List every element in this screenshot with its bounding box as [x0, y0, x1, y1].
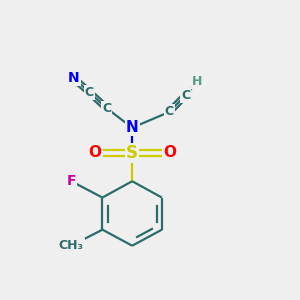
Text: C: C	[181, 88, 190, 101]
Text: N: N	[68, 71, 80, 85]
Text: C: C	[102, 102, 112, 115]
Text: O: O	[88, 146, 101, 160]
Text: C: C	[85, 85, 94, 98]
Text: N: N	[126, 120, 139, 135]
Text: F: F	[67, 174, 76, 188]
Text: O: O	[163, 146, 176, 160]
Text: C: C	[165, 106, 174, 118]
Text: S: S	[126, 144, 138, 162]
Text: CH₃: CH₃	[59, 239, 84, 252]
Text: H: H	[192, 75, 203, 88]
